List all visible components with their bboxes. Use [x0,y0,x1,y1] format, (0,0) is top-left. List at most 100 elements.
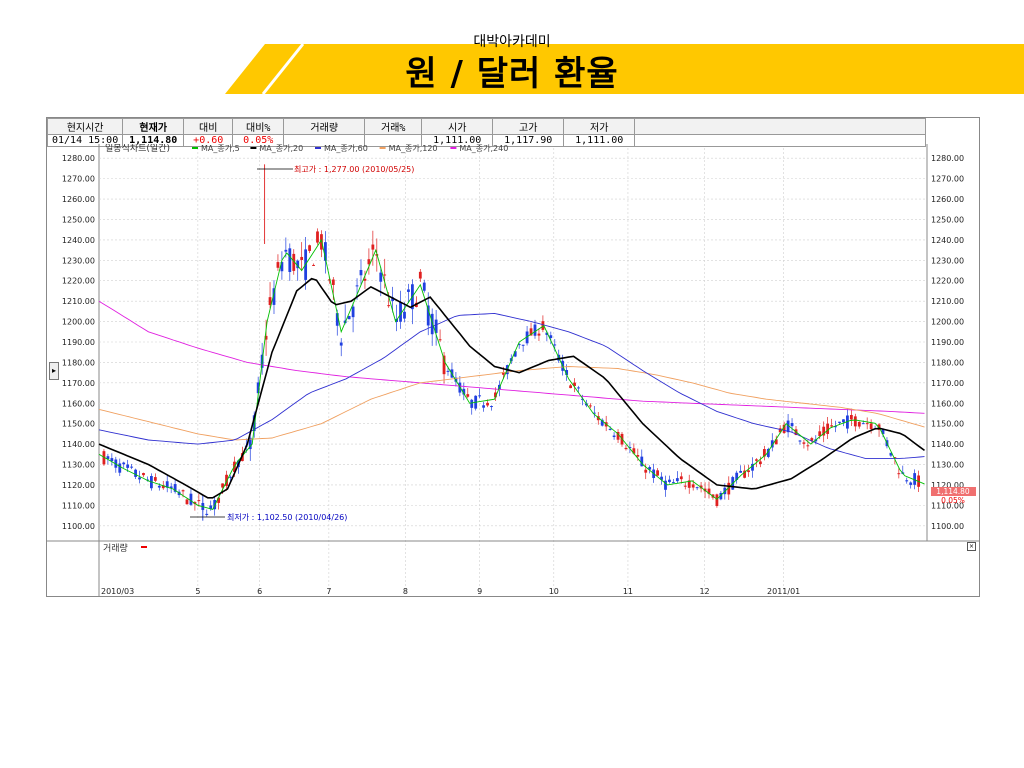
candle-body [668,479,671,483]
candle-body [316,231,319,243]
candle-body [430,313,434,335]
candle-body [893,457,897,459]
candle-body [339,342,343,346]
candle-body [169,486,173,489]
candle-body [134,469,137,477]
candle-body [628,447,632,449]
chart-grid [98,144,928,596]
volume-pane: 거래량 [47,540,979,596]
candle-body [102,451,106,465]
y-tick-label-left: 1190.00 [62,338,95,347]
candle-body [157,485,161,488]
y-tick-label-left: 1100.00 [62,522,95,531]
y-tick-label-right: 1120.00 [931,481,964,490]
candle-body [248,437,252,450]
candle-body [347,315,351,320]
y-tick-label-left: 1110.00 [62,501,95,510]
candle-body [778,428,782,433]
volume-close-icon[interactable]: × [967,542,976,551]
x-tick-label: 2010/03 [101,587,134,596]
candle-body [490,406,493,408]
title-banner: 대박아카데미 원 / 달러 환율 [0,0,1024,100]
x-tick-label: 12 [699,587,709,596]
price-chart: 일봉식차트(일간) MA_종가,5 MA_종가,20 MA_종가,60 MA_종가,1… [47,144,979,596]
candle-body [217,497,221,503]
candle-body [624,447,628,450]
candle-body [292,253,296,271]
candle-body [806,445,810,447]
candle-body [252,415,256,432]
x-tick-label: 7 [326,587,331,596]
candle-body [865,423,869,425]
candle-body [569,385,572,389]
candle-body [181,490,185,492]
candle-body [355,285,359,287]
candle-body [513,351,517,357]
candle-body [818,431,822,437]
legend-swatch [450,147,457,149]
candle-body [786,420,790,433]
candle-body [331,279,335,285]
panel-toggle-button[interactable]: ▸ [49,362,59,380]
candle-body [284,249,288,252]
candle-body [751,463,754,471]
candle-body [822,426,826,436]
candle-body [300,256,304,260]
candle-body [857,421,861,427]
x-tick-label: 10 [549,587,559,596]
y-tick-label-left: 1280.00 [62,154,95,163]
y-tick-label-right: 1210.00 [931,297,964,306]
quote-change-pct: 0.05% [232,134,285,147]
candle-body [153,477,157,481]
legend-swatch [192,147,198,149]
candle-body [691,484,695,488]
candle-body [312,264,315,266]
candle-body [727,482,731,495]
y-tick-label-right: 1200.00 [931,318,964,327]
candle-body [683,485,687,487]
banner-stripe [225,44,305,94]
candle-body [707,488,711,494]
candle-body [517,344,521,346]
candle-body [762,449,766,457]
candle-body [577,387,580,389]
quote-time: 01/14 15:00 [46,134,124,147]
candle-body [529,328,533,336]
candle-body [545,332,549,335]
current-change-label: 0.05% [941,496,965,505]
candle-body [909,482,913,485]
low-annotation: 최저가 : 1,102.50 (2010/04/26) [227,512,347,522]
y-tick-label-left: 1260.00 [62,195,95,204]
academy-name: 대박아카데미 [473,34,551,50]
candle-body [802,442,806,444]
candle-body [695,487,699,489]
candle-body [138,477,141,480]
y-axis-left: 1280.00 1270.00 1260.00 1250.00 1240.00 1230.… [62,154,95,531]
quote-price: 1,114.80 [122,134,185,147]
candle-body [608,428,612,430]
candle-body [640,456,644,467]
candle-body [588,405,592,407]
x-tick-label: 11 [623,587,633,596]
candle-body [830,425,833,427]
y-tick-label-right: 1270.00 [931,175,964,184]
y-tick-label-right: 1250.00 [931,215,964,224]
candle-body [766,448,770,457]
y-tick-label-right: 1260.00 [931,195,964,204]
candle-body [296,260,300,269]
banner-shapes [225,43,1024,95]
candle-body [161,485,165,489]
candle-body [387,305,391,307]
candle-body [672,482,675,484]
quote-header-cell: 거래량 [283,118,366,135]
candle-body [189,493,193,505]
quote-header-cell: 거래% [364,118,423,135]
candle-body [110,458,114,462]
quote-header-cell: 현재가 [122,118,185,135]
candle-body [881,429,885,435]
candle-body [118,463,122,473]
candle-body [759,461,762,465]
candle-body [853,416,857,427]
candle-body [434,319,438,333]
candle-body [142,473,145,476]
